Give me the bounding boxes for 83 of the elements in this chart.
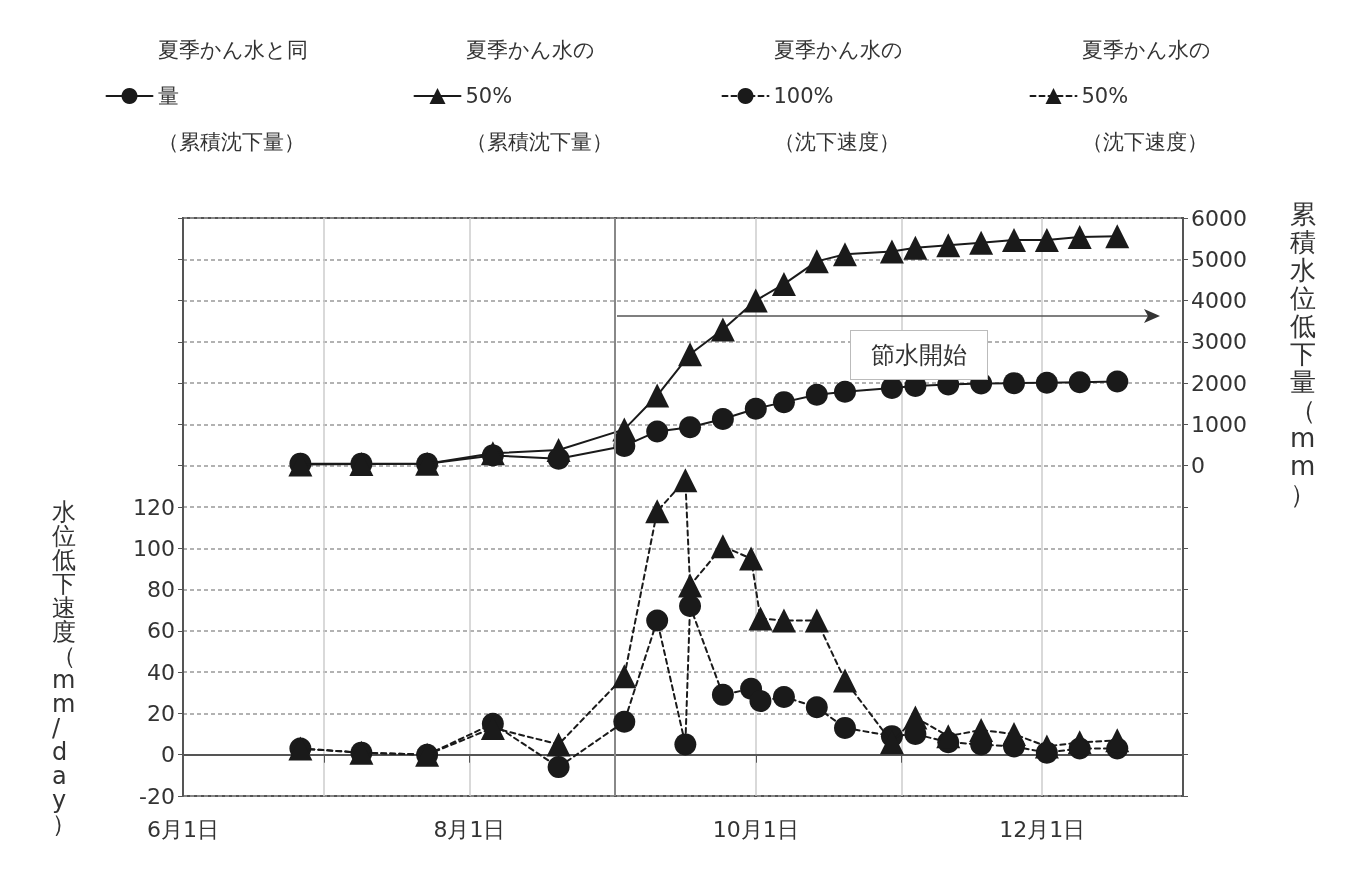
point [710, 534, 735, 559]
point [903, 705, 928, 730]
point [711, 683, 734, 706]
y-tick-label: 60 [147, 618, 175, 644]
annotation: 節水開始 [871, 341, 967, 369]
y2-tick-label: 4000 [1191, 288, 1247, 314]
legend-label: 夏季かん水の50%（沈下速度） [1081, 38, 1211, 154]
point [646, 420, 669, 443]
point [1068, 371, 1091, 394]
point [678, 342, 703, 367]
y2-tick-label: 1000 [1191, 411, 1247, 437]
point [546, 438, 571, 463]
y2-tick-label: 2000 [1191, 370, 1247, 396]
point [711, 408, 734, 431]
text: 累積水位低下量（mm） [1290, 199, 1316, 509]
point [1034, 734, 1059, 759]
point [1105, 224, 1130, 249]
x-tick-label: 12月1日 [999, 816, 1086, 842]
point [710, 317, 735, 342]
x-tick-label: 10月1日 [712, 816, 799, 842]
point [739, 546, 764, 571]
point [673, 468, 698, 493]
point [804, 608, 829, 633]
point [969, 717, 994, 742]
text: 水位低下速度（mm/day） [52, 498, 76, 838]
point [1003, 372, 1025, 395]
point [804, 249, 829, 274]
y-tick-label: 80 [147, 577, 175, 603]
point [879, 239, 904, 264]
point [748, 606, 773, 631]
point [936, 233, 961, 258]
point [645, 499, 670, 524]
point [1067, 730, 1092, 755]
x-tick-label: 8月1日 [433, 816, 506, 842]
point [1034, 227, 1059, 252]
y2-tick-label: 5000 [1191, 246, 1247, 272]
point [832, 668, 857, 693]
point [936, 724, 961, 749]
point [612, 417, 637, 442]
point [674, 733, 697, 756]
point [1105, 728, 1130, 753]
point [679, 416, 702, 439]
point [646, 609, 669, 632]
point [903, 235, 928, 260]
point [771, 608, 796, 633]
y-tick-label: 0 [161, 742, 175, 768]
point [546, 732, 571, 757]
point [613, 710, 636, 733]
point [678, 573, 703, 598]
point [1001, 722, 1026, 747]
point [880, 377, 903, 400]
y-tick-label: 100 [133, 535, 175, 561]
point [743, 288, 768, 313]
y2-tick-label: 3000 [1191, 329, 1247, 355]
y-tick-label: 120 [133, 494, 175, 520]
y2-tick-label: 0 [1191, 453, 1205, 479]
point [805, 383, 828, 406]
point [1067, 224, 1092, 249]
point [833, 380, 856, 403]
legend-label: 夏季かん水の50%（累積沈下量） [465, 38, 613, 154]
point [612, 664, 637, 689]
point [645, 383, 670, 408]
legend-label: 夏季かん水の100%（沈下速度） [773, 38, 903, 154]
point [805, 696, 828, 719]
point [1106, 370, 1129, 393]
y-tick-label: 20 [147, 700, 175, 726]
point [772, 685, 795, 708]
point [832, 242, 857, 267]
point [679, 595, 702, 618]
y-tick-label: -20 [139, 783, 175, 809]
x-tick-label: 6月1日 [147, 816, 219, 842]
y-tick-label: 40 [147, 659, 175, 685]
legend-label: 夏季かん水と同量（累積沈下量） [157, 38, 308, 154]
point [1035, 371, 1058, 394]
point [744, 397, 767, 420]
point [772, 391, 795, 414]
point [547, 756, 570, 779]
y2-tick-label: 6000 [1191, 205, 1247, 231]
point [969, 230, 994, 255]
point [1001, 227, 1026, 252]
point [771, 272, 796, 297]
point [749, 690, 772, 713]
point [833, 716, 856, 739]
